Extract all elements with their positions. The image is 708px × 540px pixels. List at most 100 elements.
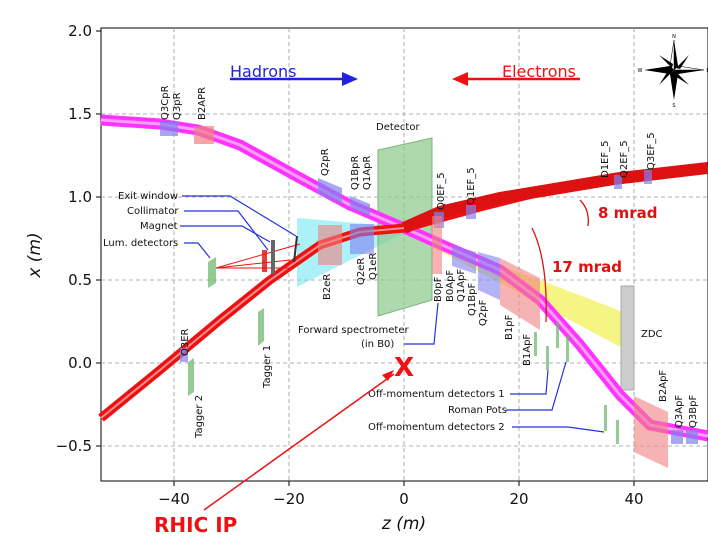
- b0apf-label: B0ApF: [445, 270, 456, 302]
- q2pf-magnet: [478, 252, 500, 300]
- grid: [101, 28, 708, 481]
- q3cpr-label: Q3CpR: [160, 85, 171, 120]
- q3apf-magnet: [671, 430, 683, 444]
- magnet-elements: [160, 122, 698, 468]
- luminosity-lines: [215, 243, 301, 269]
- q1ef5-label: Q1EF_5: [466, 167, 477, 205]
- roman-pot-b: [566, 336, 569, 362]
- left-callouts: Exit window Collimator Magnet Lum. detec…: [103, 191, 297, 259]
- tagger1-detector: [258, 308, 264, 346]
- y-tick-label: 1.0: [68, 188, 92, 206]
- off-momentum-1b: [546, 346, 549, 370]
- b2apf-magnet: [634, 396, 668, 468]
- tagger1-label: Tagger 1: [262, 345, 273, 389]
- magnet-grey: [271, 240, 275, 274]
- electrons-arrow: [452, 72, 580, 86]
- forward-spectrometer-label-2: (in B0): [361, 339, 394, 350]
- x-tick-label: 0: [399, 490, 409, 508]
- b2er-label: B2eR: [322, 274, 333, 300]
- q1bpf-label: Q1BpF: [467, 283, 478, 316]
- b0pf-label: B0pF: [433, 276, 444, 302]
- q2er-label: Q2eR: [356, 258, 367, 285]
- electron-beam-core: [100, 227, 405, 419]
- y-tick-label: 2.0: [68, 22, 92, 40]
- rhic-ip-label: RHIC IP: [154, 513, 237, 537]
- q1pr-magnet: [350, 196, 370, 216]
- b2apr-label: B2APR: [197, 87, 208, 120]
- zdc-box: [620, 285, 635, 391]
- roman-pot-a: [556, 322, 559, 348]
- compass-s: S: [672, 103, 675, 109]
- d1ef-magnet: [614, 175, 622, 189]
- q0ef5-label: Q0EF_5: [436, 172, 447, 210]
- exit-window-label: Exit window: [118, 191, 178, 202]
- q1apf-label: Q1ApF: [456, 269, 467, 302]
- right-callouts: Forward spectrometer (in B0) Off-momentu…: [298, 302, 605, 433]
- b1pf-label: B1pF: [504, 314, 515, 340]
- q3er-label: Q3ER: [180, 328, 191, 356]
- off-momentum-1-label: Off-momentum detectors 1: [368, 389, 505, 400]
- magnet-label: Magnet: [140, 221, 178, 232]
- q2pf-label: Q2pF: [478, 299, 489, 326]
- q2pr-label: Q2pR: [320, 148, 331, 176]
- compass-e: E: [706, 68, 708, 74]
- angle-17mrad-label: 17 mrad: [552, 258, 622, 276]
- angle-8mrad-arc: [579, 199, 589, 227]
- hadrons-label: Hadrons: [230, 62, 296, 81]
- q3ef-magnet: [644, 170, 652, 184]
- b2er-magnet: [318, 225, 342, 265]
- roman-pots-label: Roman Pots: [448, 405, 507, 416]
- x-axis-title: z (m): [381, 514, 426, 534]
- y-axis-title: x (m): [25, 232, 45, 278]
- collimator-label: Collimator: [127, 206, 179, 217]
- q3cpr-magnet: [160, 122, 178, 136]
- q1apr-label: Q1ApR: [362, 156, 373, 190]
- q1bpr-label: Q1BpR: [350, 156, 361, 190]
- d1ef5-label: D1EF_5: [600, 141, 611, 179]
- x-tick-label: −40: [158, 490, 190, 508]
- off-momentum-2b: [616, 420, 619, 444]
- green-detectors: [188, 257, 619, 444]
- q1er-label: Q1eR: [368, 253, 379, 280]
- x-tick-marks: [173, 481, 635, 486]
- angle-8mrad-label: 8 mrad: [598, 204, 658, 222]
- q1er-magnet: [350, 224, 374, 254]
- b2apf-label: B2ApF: [658, 370, 669, 402]
- q2pr-magnet: [318, 178, 342, 204]
- b0pf-magnet: [432, 216, 442, 274]
- q3pr-label: Q3pR: [172, 92, 183, 120]
- compass-rose-icon: N S W E: [638, 34, 708, 109]
- b1apf-label: B1ApF: [522, 334, 533, 366]
- compass-n: N: [672, 34, 676, 40]
- y-tick-marks: [96, 30, 101, 447]
- q3bpf-magnet: [686, 430, 698, 444]
- ip-pointer-line: [203, 373, 395, 511]
- lum-detector: [208, 257, 216, 288]
- y-tick-label: 1.5: [68, 105, 92, 123]
- lum-detectors-label: Lum. detectors: [103, 238, 178, 249]
- off-momentum-2-label: Off-momentum detectors 2: [368, 422, 505, 433]
- x-tick-label: 20: [509, 490, 528, 508]
- q1ef-magnet: [466, 205, 476, 219]
- x-tick-label: −20: [273, 490, 305, 508]
- ip-pointer-head: [382, 370, 394, 381]
- angle-17mrad-arc: [531, 227, 547, 323]
- b1pf-magnet: [500, 258, 540, 330]
- b2apr-magnet: [194, 126, 214, 144]
- forward-spectrometer-label: Forward spectrometer: [298, 325, 409, 336]
- hadrons-arrow: [230, 72, 358, 86]
- x-tick-label: 40: [624, 490, 643, 508]
- ip-marker: X: [394, 353, 414, 383]
- compass-w: W: [638, 68, 643, 74]
- y-tick-label: 0.5: [68, 271, 92, 289]
- collimator-red: [262, 250, 267, 272]
- q3er-magnet: [180, 348, 188, 362]
- q3ef5-label: Q3EF_5: [646, 132, 657, 170]
- y-tick-label: −0.5: [56, 437, 92, 455]
- tagger2-label: Tagger 2: [194, 395, 205, 439]
- zdc-label: ZDC: [641, 329, 663, 340]
- tagger2-detector: [188, 358, 194, 396]
- q3bpf-label: Q3BpF: [688, 395, 699, 428]
- magnet-labels: Q3CpR Q3pR B2APR Q2pR Q1BpR Q1ApR Q0EF_5…: [160, 85, 699, 439]
